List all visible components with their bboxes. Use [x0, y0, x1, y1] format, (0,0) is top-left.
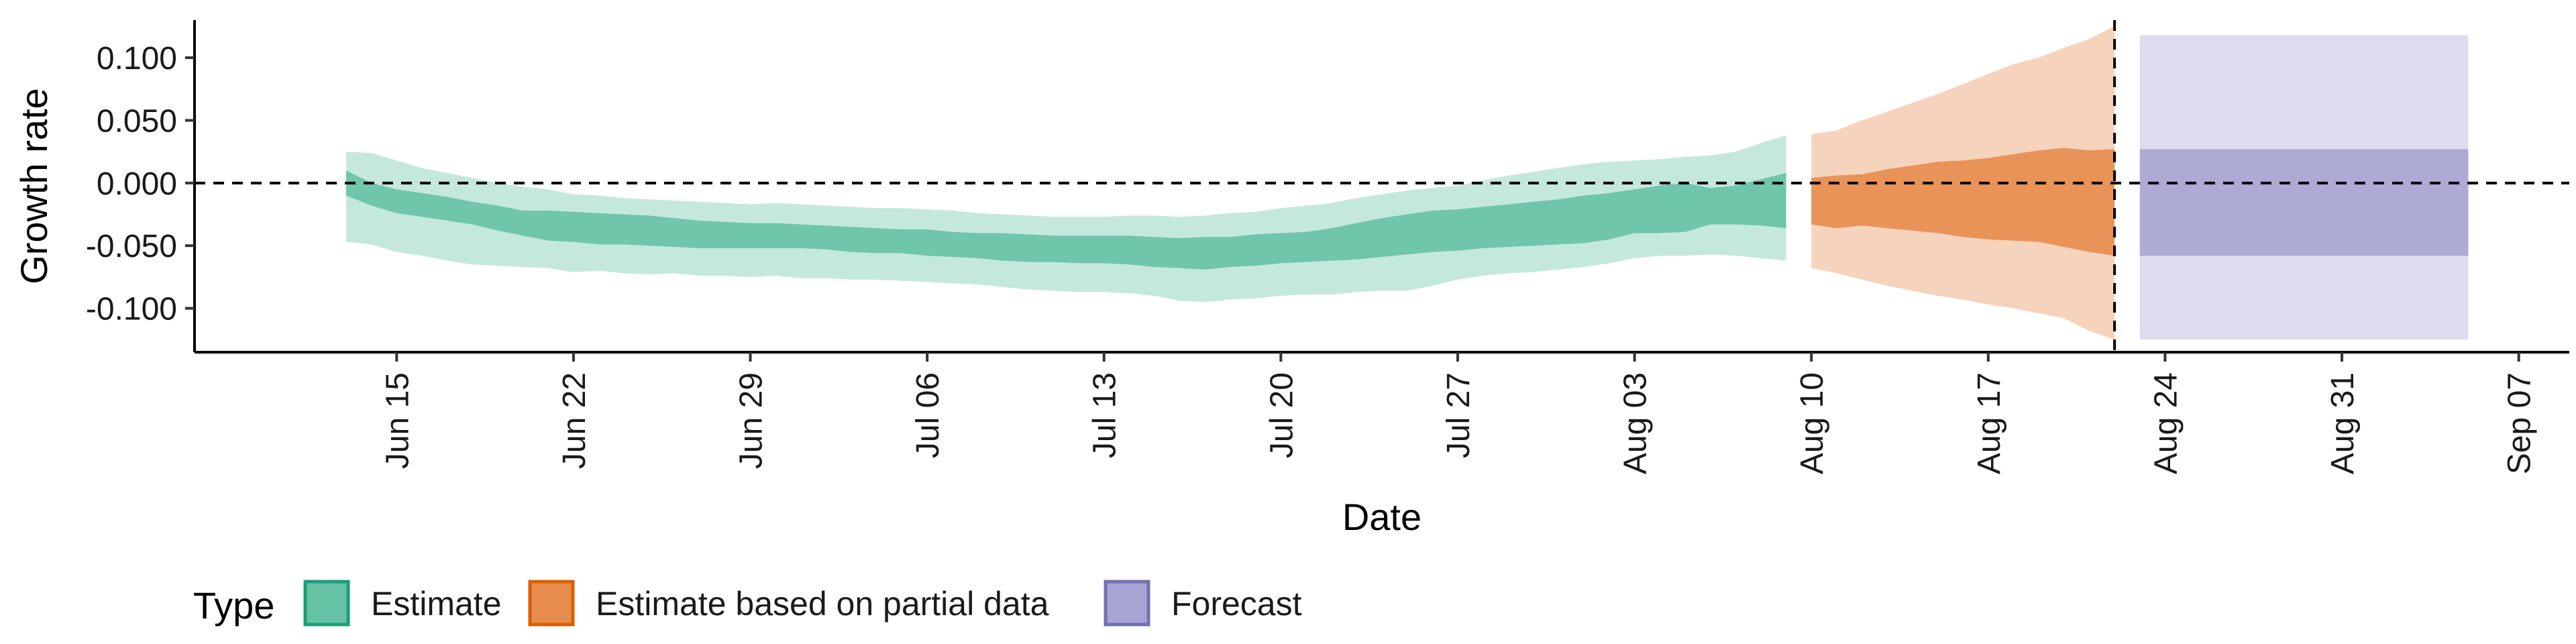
- y-tick-label: 0.000: [97, 166, 177, 202]
- y-axis-title: Growth rate: [13, 88, 55, 284]
- band-50-estimate: [346, 170, 1786, 270]
- reference-lines: [195, 20, 2569, 352]
- x-tick-label: Jun 22: [557, 372, 592, 469]
- y-tick-label: 0.100: [97, 41, 177, 76]
- legend-label-forecast: Forecast: [1171, 585, 1302, 623]
- band-90-estimate: [346, 135, 1786, 303]
- x-axis-title: Date: [1342, 496, 1421, 538]
- x-tick-label: Jul 13: [1087, 372, 1123, 458]
- x-tick-label: Sep 07: [2502, 372, 2538, 474]
- x-tick-label: Aug 24: [2148, 372, 2184, 474]
- legend-swatch-estimate: [303, 580, 350, 627]
- legend-label-estimate-based-on-partial-data: Estimate based on partial data: [596, 585, 1049, 623]
- legend-title: Type: [193, 584, 274, 627]
- y-tick-label: -0.100: [86, 292, 177, 327]
- x-tick-label: Jun 15: [380, 372, 415, 469]
- y-tick-label: -0.050: [86, 229, 177, 264]
- x-tick-label: Aug 31: [2325, 372, 2361, 474]
- legend: Type Estimate Estimate based on partial d…: [193, 580, 1302, 627]
- legend-swatch-estimate-based-on-partial-data: [528, 580, 575, 627]
- band-50-forecast: [2139, 149, 2469, 256]
- x-tick-label: Aug 17: [1972, 372, 2007, 474]
- x-tick-label: Aug 10: [1794, 372, 1830, 474]
- legend-label-estimate: Estimate: [371, 585, 502, 623]
- x-tick-label: Aug 03: [1618, 372, 1654, 474]
- axes: [193, 20, 2569, 354]
- bands-layer: [346, 26, 2469, 340]
- legend-swatch-forecast: [1104, 580, 1150, 627]
- x-tick-label: Jul 27: [1441, 372, 1477, 458]
- legend-items: Estimate Estimate based on partial data Fo…: [303, 580, 1302, 627]
- x-tick-label: Jul 06: [910, 372, 946, 458]
- x-tick-label: Jun 29: [734, 372, 769, 469]
- y-ticks: 0.100 0.050 0.000 -0.050 -0.100: [86, 41, 195, 327]
- x-tick-label: Jul 20: [1264, 372, 1299, 458]
- band-50-estimate-based-on-partial-data: [1811, 148, 2115, 256]
- y-tick-label: 0.050: [97, 103, 177, 139]
- x-ticks: Jun 15 Jun 22 Jun 29 Jul 06 Jul 13 Jul 20 Jul …: [380, 352, 2538, 474]
